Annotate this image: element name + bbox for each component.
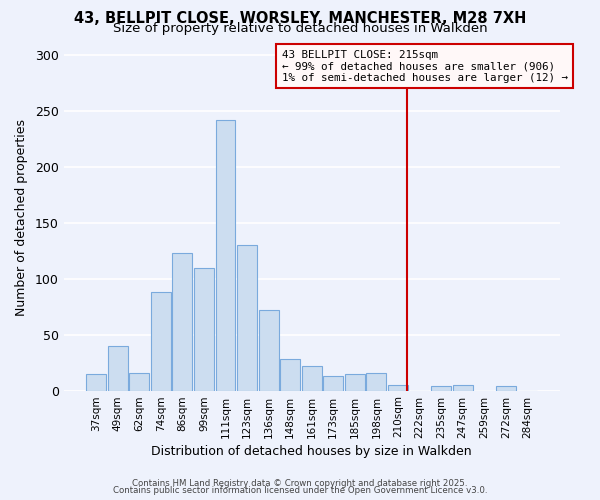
Bar bbox=[367, 372, 386, 390]
Bar bbox=[259, 310, 278, 390]
Text: Contains public sector information licensed under the Open Government Licence v3: Contains public sector information licen… bbox=[113, 486, 487, 495]
Text: 43 BELLPIT CLOSE: 215sqm
← 99% of detached houses are smaller (906)
1% of semi-d: 43 BELLPIT CLOSE: 215sqm ← 99% of detach… bbox=[281, 50, 568, 83]
Bar bbox=[323, 376, 343, 390]
Bar bbox=[280, 360, 300, 390]
Bar bbox=[388, 385, 408, 390]
Text: Size of property relative to detached houses in Walkden: Size of property relative to detached ho… bbox=[113, 22, 487, 35]
Bar bbox=[431, 386, 451, 390]
X-axis label: Distribution of detached houses by size in Walkden: Distribution of detached houses by size … bbox=[151, 444, 472, 458]
Bar bbox=[496, 386, 515, 390]
Bar bbox=[86, 374, 106, 390]
Bar bbox=[151, 292, 171, 390]
Bar bbox=[302, 366, 322, 390]
Bar bbox=[237, 245, 257, 390]
Bar bbox=[345, 374, 365, 390]
Bar bbox=[130, 372, 149, 390]
Text: 43, BELLPIT CLOSE, WORSLEY, MANCHESTER, M28 7XH: 43, BELLPIT CLOSE, WORSLEY, MANCHESTER, … bbox=[74, 11, 526, 26]
Bar bbox=[215, 120, 235, 390]
Bar bbox=[194, 268, 214, 390]
Y-axis label: Number of detached properties: Number of detached properties bbox=[15, 119, 28, 316]
Text: Contains HM Land Registry data © Crown copyright and database right 2025.: Contains HM Land Registry data © Crown c… bbox=[132, 478, 468, 488]
Bar bbox=[172, 253, 192, 390]
Bar bbox=[108, 346, 128, 391]
Bar bbox=[453, 385, 473, 390]
